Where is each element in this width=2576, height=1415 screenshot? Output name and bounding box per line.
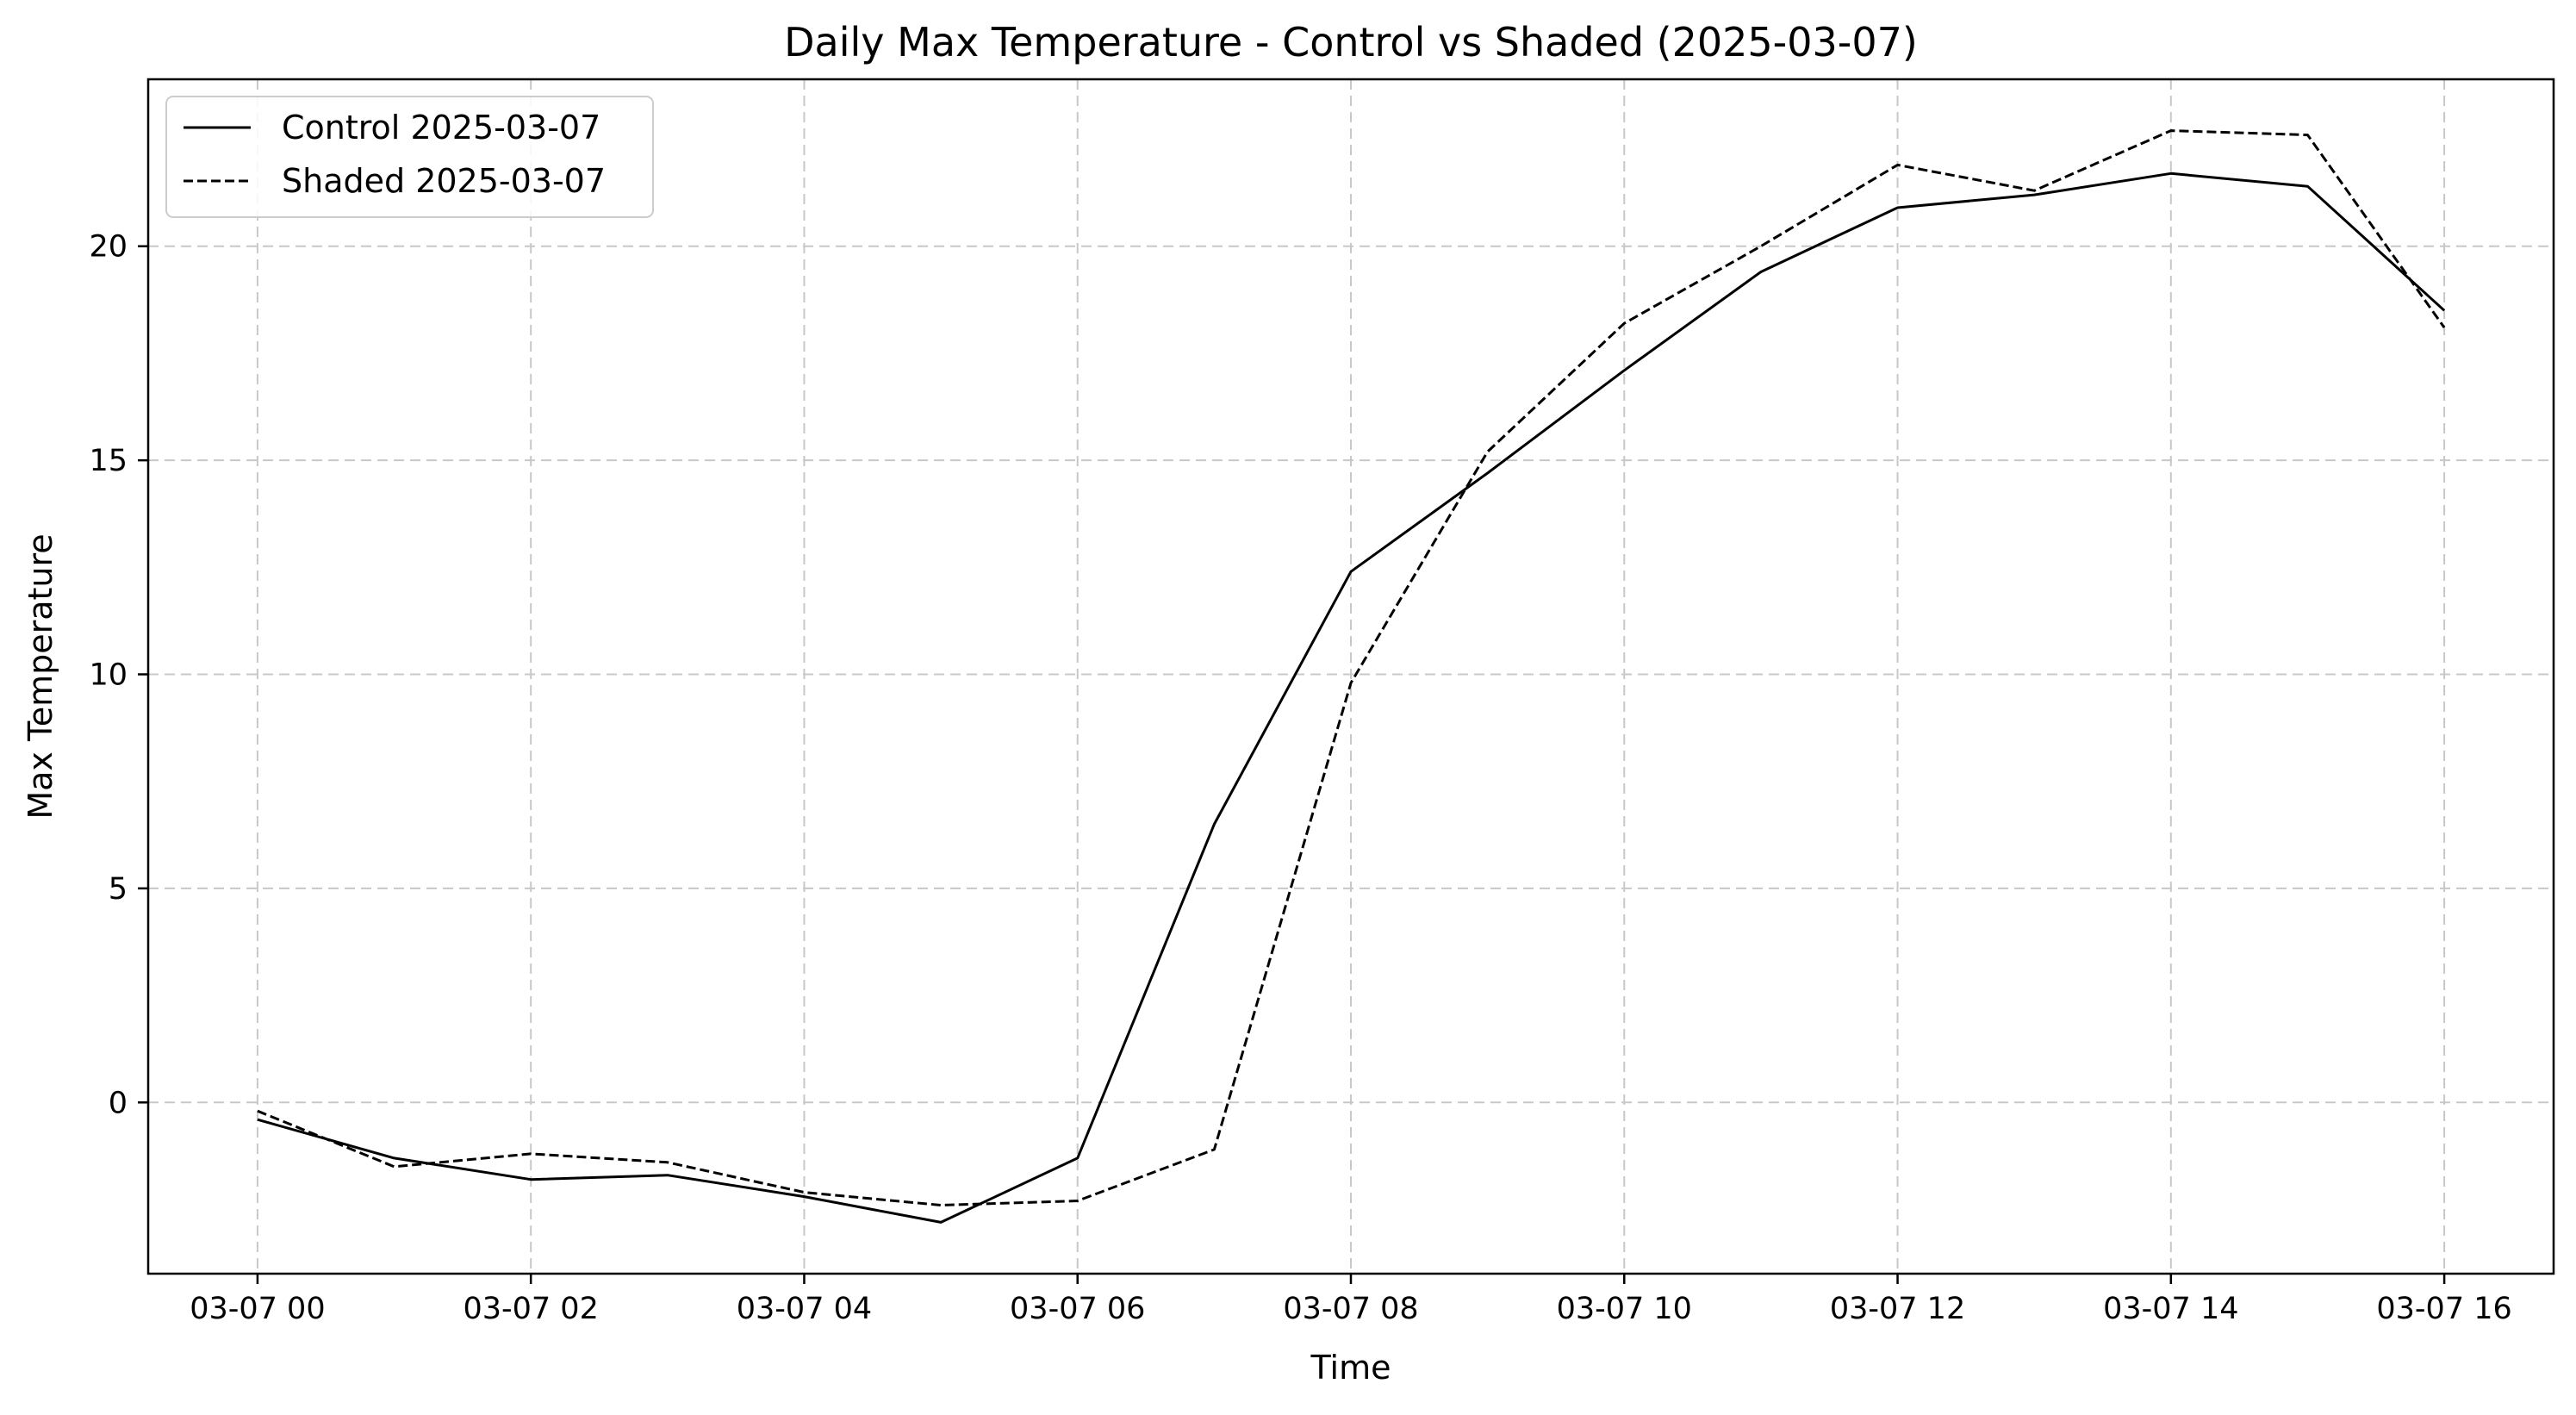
x-tick-label: 03-07 12: [1830, 1292, 1965, 1326]
series-line-shaded: [257, 129, 2446, 1206]
x-tick-label: 03-07 02: [463, 1292, 598, 1326]
legend-box: [165, 96, 654, 218]
x-tick-label: 03-07 14: [2103, 1292, 2238, 1326]
x-tick-label: 03-07 08: [1283, 1292, 1418, 1326]
plot-series: [257, 129, 2446, 1224]
legend-label-control: Control 2025-03-07: [282, 109, 600, 146]
x-tick-label: 03-07 06: [1010, 1292, 1145, 1326]
y-tick-label: 10: [89, 658, 128, 693]
x-tick-label: 03-07 16: [2376, 1292, 2511, 1326]
axis-ticks: 03-07 00 03-07 02 03-07 04 03-07 06 03-07 08…: [89, 230, 2511, 1326]
legend: Control 2025-03-07 Shaded 2025-03-07: [165, 96, 654, 218]
x-axis-label: Time: [1310, 1349, 1391, 1387]
series-line-control: [257, 171, 2446, 1224]
grid: [148, 79, 2554, 1274]
y-tick-label: 20: [89, 230, 128, 265]
y-axis-label: Max Temperature: [22, 533, 59, 819]
y-tick-label: 15: [89, 444, 128, 478]
y-tick-label: 0: [109, 1086, 128, 1120]
x-tick-label: 03-07 04: [737, 1292, 872, 1326]
y-tick-label: 5: [109, 872, 128, 907]
legend-label-shaded: Shaded 2025-03-07: [282, 162, 606, 200]
chart-title: Daily Max Temperature - Control vs Shade…: [784, 19, 1918, 65]
x-tick-label: 03-07 00: [190, 1292, 325, 1326]
x-tick-label: 03-07 10: [1557, 1292, 1692, 1326]
